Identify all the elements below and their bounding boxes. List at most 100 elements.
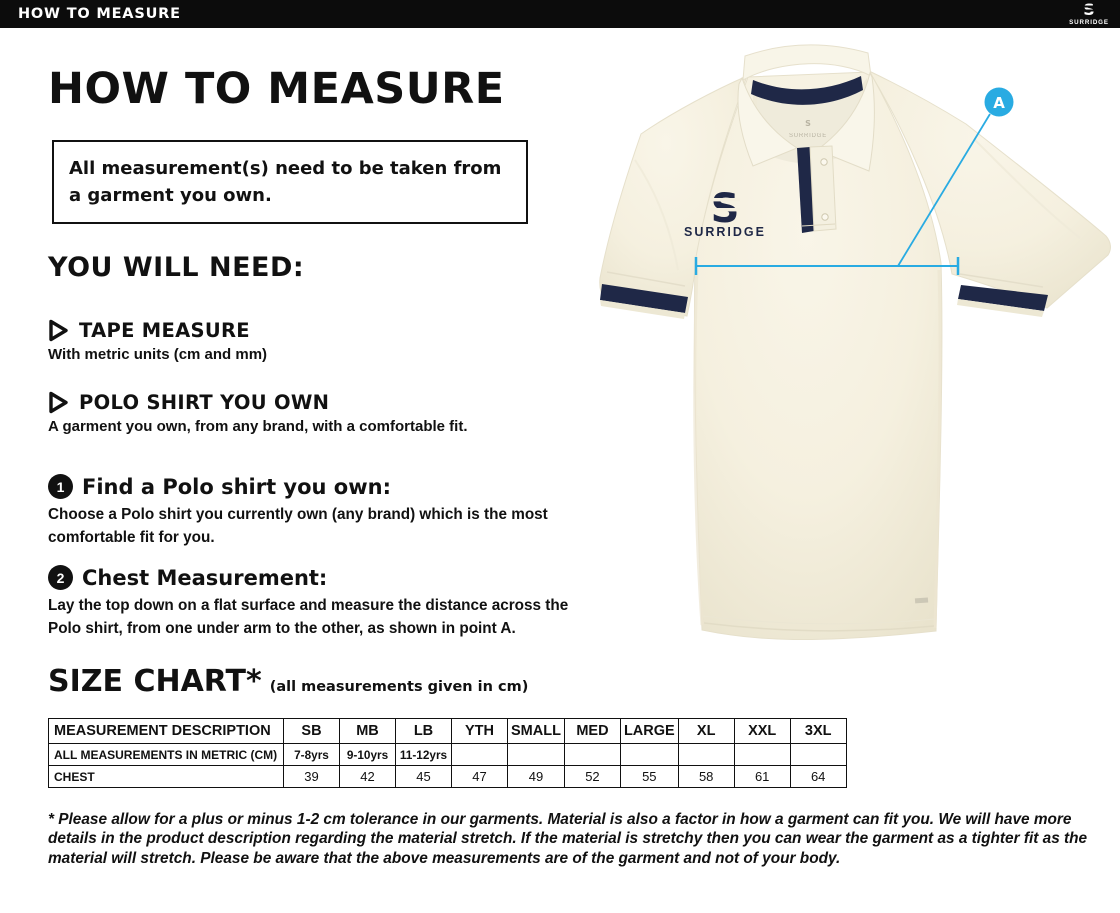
- chest-logo: S SURRIDGE: [684, 186, 766, 239]
- need-item-polo-shirt: POLO SHIRT YOU OWN A garment you own, fr…: [48, 390, 467, 435]
- cell: 45: [395, 765, 452, 788]
- cell: 9-10yrs: [339, 743, 396, 766]
- surridge-logo-svg: S SURRIDGE: [1069, 1, 1109, 26]
- top-bar-title: HOW TO MEASURE: [18, 6, 181, 22]
- col-header: XL: [677, 718, 735, 744]
- right-cuff-navy-band: [958, 285, 1048, 311]
- collar: [742, 44, 872, 81]
- brand-word: SURRIDGE: [1069, 19, 1109, 26]
- page-title: HOW TO MEASURE: [48, 64, 505, 114]
- hem-seam: [703, 622, 935, 632]
- footnote-text: * Please allow for a plus or minus 1-2 c…: [48, 811, 1088, 867]
- row-label: CHEST: [48, 765, 284, 788]
- cell: [733, 743, 791, 766]
- notice-box: All measurement(s) need to be taken from…: [52, 140, 528, 224]
- cell: 52: [563, 765, 621, 788]
- step-number-badge: 1: [48, 474, 73, 499]
- col-header: MED: [563, 718, 621, 744]
- cell: 11-12yrs: [395, 743, 452, 766]
- cell: [677, 743, 735, 766]
- surridge-logo-icon: S SURRIDGE: [1064, 1, 1120, 27]
- inner-brand-word: SURRIDGE: [789, 133, 827, 139]
- need-item-tape-measure: TAPE MEASURE With metric units (cm and m…: [48, 318, 267, 363]
- cell: 58: [677, 765, 735, 788]
- hem-label: [914, 597, 929, 604]
- chest-brand-word: SURRIDGE: [684, 225, 766, 239]
- col-header: LB: [395, 718, 452, 744]
- right-cuff-edge: [957, 299, 1044, 317]
- cell: 47: [451, 765, 508, 788]
- hem-seam: [702, 615, 936, 625]
- logo-cut-strip: [710, 208, 740, 212]
- fold-shading: [693, 269, 704, 626]
- table-row-chest: CHEST 39 42 45 47 49 52 55 58 61 64: [48, 765, 847, 788]
- size-chart-table: MEASUREMENT DESCRIPTION SB MB LB YTH SMA…: [48, 718, 847, 788]
- col-header: MEASUREMENT DESCRIPTION: [48, 718, 284, 744]
- inner-brand-mark: S: [805, 119, 811, 128]
- step-title: Chest Measurement:: [82, 565, 328, 590]
- collar-flap-left: [737, 76, 799, 167]
- polo-shirt-illustration: S SURRIDGE S SURRIDGE: [599, 44, 1111, 641]
- placket-stitch: [801, 223, 836, 227]
- cuff-seam: [959, 273, 1044, 288]
- need-item-title: POLO SHIRT YOU OWN: [79, 391, 330, 414]
- size-chart-title: SIZE CHART*: [48, 664, 262, 699]
- table-row-metric: ALL MEASUREMENTS IN METRIC (CM) 7-8yrs 9…: [48, 743, 847, 766]
- cell: 49: [507, 765, 565, 788]
- need-item-description: With metric units (cm and mm): [48, 346, 268, 363]
- right-sleeve: [867, 69, 1111, 309]
- point-a-label: A: [993, 94, 1005, 112]
- fold-shading: [974, 139, 1081, 239]
- measurement-line: [694, 113, 991, 275]
- cell: [507, 743, 565, 766]
- placket-navy-strip: [797, 147, 814, 233]
- step-1: 1 Find a Polo shirt you own: Choose a Po…: [48, 474, 608, 549]
- fold-shading: [634, 159, 679, 271]
- fold-shading: [933, 269, 942, 629]
- col-header: MB: [339, 718, 396, 744]
- cell: 42: [339, 765, 396, 788]
- logo-cut-strip: [1080, 5, 1098, 8]
- button: [820, 158, 828, 166]
- cell: [563, 743, 621, 766]
- play-triangle-icon: [49, 391, 68, 414]
- left-cuff-edge: [600, 300, 685, 319]
- col-header: 3XL: [789, 718, 847, 744]
- step-title: Find a Polo shirt you own:: [82, 474, 391, 499]
- col-header: YTH: [451, 718, 508, 744]
- col-header: SMALL: [507, 718, 565, 744]
- col-header: SB: [283, 718, 340, 744]
- you-will-need-title: YOU WILL NEED:: [48, 252, 305, 283]
- cell: [789, 743, 847, 766]
- cell: 64: [789, 765, 847, 788]
- logo-cut-strip: [1080, 9, 1098, 12]
- col-header: LARGE: [619, 718, 679, 744]
- cell: [619, 743, 679, 766]
- notice-text: All measurement(s) need to be taken from…: [69, 158, 502, 206]
- step-description: Lay the top down on a flat surface and m…: [48, 597, 569, 637]
- collar-navy-band: [751, 76, 863, 105]
- step-number-badge: 2: [48, 565, 73, 590]
- step-2: 2 Chest Measurement: Lay the top down on…: [48, 565, 608, 640]
- play-triangle-icon: [49, 319, 68, 342]
- size-chart-heading: SIZE CHART* (all measurements given in c…: [48, 664, 528, 699]
- cell: 61: [733, 765, 791, 788]
- point-a-marker: A: [984, 87, 1014, 117]
- button: [821, 213, 829, 221]
- size-chart-subtitle: (all measurements given in cm): [269, 679, 529, 695]
- cell: 55: [619, 765, 679, 788]
- placket-bar: [809, 145, 837, 232]
- logo-cut-strip: [710, 198, 740, 202]
- cuff-seam: [606, 271, 686, 287]
- left-cuff-navy-band: [600, 284, 688, 313]
- cell: [451, 743, 508, 766]
- top-bar: HOW TO MEASURE S SURRIDGE: [0, 0, 1120, 28]
- need-item-description: A garment you own, from any brand, with …: [48, 418, 468, 435]
- step-description: Choose a Polo shirt you currently own (a…: [48, 506, 548, 546]
- need-item-title: TAPE MEASURE: [79, 319, 250, 342]
- table-header-row: MEASUREMENT DESCRIPTION SB MB LB YTH SMA…: [48, 718, 847, 744]
- cell: 39: [283, 765, 340, 788]
- row-label: ALL MEASUREMENTS IN METRIC (CM): [48, 743, 284, 766]
- col-header: XXL: [733, 718, 791, 744]
